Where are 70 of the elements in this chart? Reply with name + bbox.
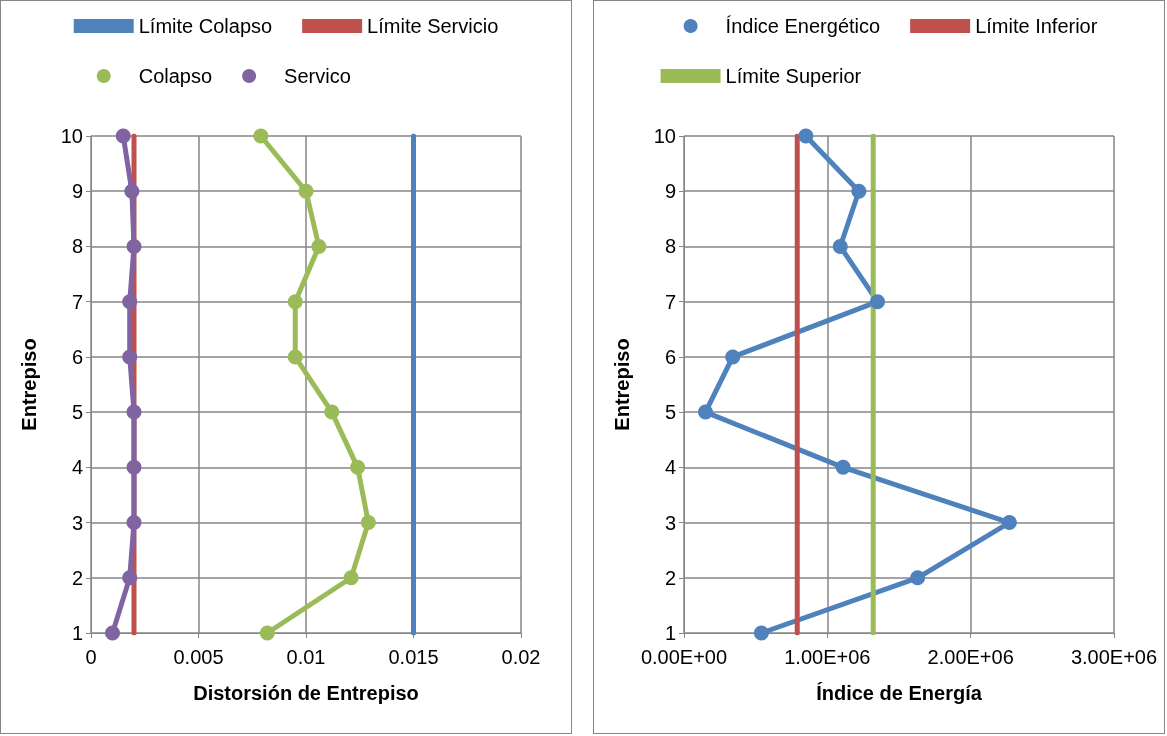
point: [698, 404, 713, 420]
x-tick-label: 1.00E+06: [784, 646, 871, 668]
point: [126, 404, 142, 420]
y-tick-label: 4: [664, 456, 676, 479]
y-tick-label: 1: [664, 622, 676, 644]
y-tick-label: 10: [653, 125, 676, 147]
point: [253, 128, 269, 144]
x-tick-label: 3.00E+06: [1070, 646, 1158, 668]
y-tick-label: 1: [71, 622, 83, 644]
legend-label: Colapso: [138, 65, 213, 87]
x-tick-label: 2.00E+06: [927, 646, 1014, 668]
point: [835, 459, 851, 475]
point: [753, 625, 769, 641]
point: [851, 183, 867, 199]
y-tick-label: 8: [664, 235, 676, 258]
y-tick-label: 10: [60, 125, 83, 147]
legend-label: Servico: [284, 65, 351, 87]
x-tick-label: 0.00E+00: [640, 646, 728, 668]
x-tick-label: 0.02: [501, 646, 541, 668]
point: [1001, 515, 1017, 531]
y-tick-label: 9: [664, 180, 676, 203]
y-tick-label: 7: [664, 290, 676, 313]
x-axis-title: Índice de Energía: [816, 682, 983, 704]
y-tick-label: 5: [71, 401, 83, 424]
y-tick-label: 3: [664, 511, 676, 534]
point: [122, 349, 138, 365]
point: [798, 128, 814, 144]
point: [287, 349, 303, 365]
point: [832, 238, 848, 254]
point: [122, 570, 138, 586]
point: [360, 515, 376, 531]
point: [126, 515, 142, 531]
legend-label: Límite Colapso: [138, 15, 273, 37]
y-axis-title: Entrepiso: [611, 338, 633, 431]
y-tick-label: 5: [664, 401, 676, 424]
point: [298, 183, 314, 199]
point: [126, 459, 142, 475]
legend-label: Índice Energético: [725, 15, 881, 37]
y-axis-title: Entrepiso: [18, 338, 40, 431]
x-tick-label: 0.005: [173, 646, 224, 668]
point: [725, 349, 741, 365]
y-tick-label: 9: [71, 180, 83, 203]
x-axis-title: Distorsión de Entrepiso: [193, 682, 419, 704]
y-tick-label: 6: [664, 345, 676, 368]
y-tick-label: 3: [71, 511, 83, 534]
y-tick-label: 6: [71, 345, 83, 368]
point: [870, 294, 885, 310]
y-tick-label: 4: [71, 456, 83, 479]
point: [115, 128, 131, 144]
point: [122, 294, 138, 310]
y-tick-label: 2: [71, 566, 83, 589]
legend-label: Límite Servicio: [367, 15, 499, 37]
y-tick-label: 2: [664, 566, 676, 589]
point: [324, 404, 340, 420]
x-tick-label: 0.01: [286, 646, 326, 668]
point: [259, 625, 275, 641]
point: [343, 570, 359, 586]
point: [350, 459, 366, 475]
point: [311, 238, 327, 254]
point: [910, 570, 926, 586]
y-tick-label: 7: [71, 290, 83, 313]
point: [126, 238, 142, 254]
legend-label: Límite Inferior: [975, 15, 1098, 37]
x-tick-label: 0: [85, 646, 97, 668]
point: [124, 183, 140, 199]
point: [105, 625, 120, 641]
legend-label: Límite Superior: [725, 65, 862, 87]
y-tick-label: 8: [71, 235, 83, 258]
x-tick-label: 0.015: [388, 646, 439, 668]
point: [287, 294, 303, 310]
